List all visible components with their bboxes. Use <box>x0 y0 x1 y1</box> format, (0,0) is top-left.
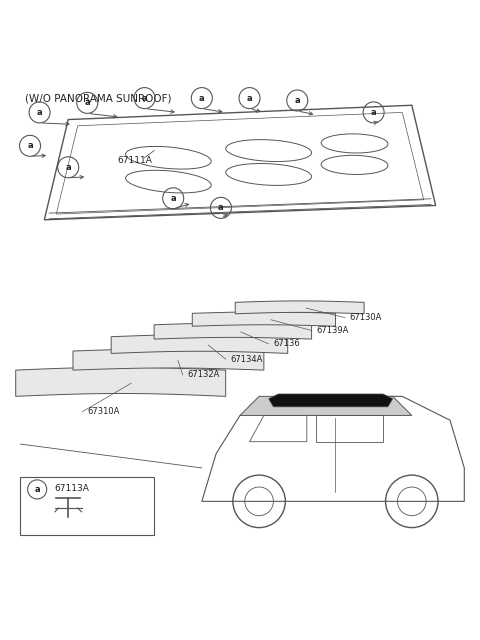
Polygon shape <box>192 312 336 326</box>
Text: a: a <box>294 96 300 105</box>
Text: 67310A: 67310A <box>87 407 120 416</box>
Text: 67113A: 67113A <box>54 484 89 493</box>
Polygon shape <box>111 335 288 353</box>
Polygon shape <box>269 394 393 407</box>
Text: 67130A: 67130A <box>350 313 382 322</box>
Text: a: a <box>37 108 42 117</box>
Text: a: a <box>218 204 224 212</box>
Text: a: a <box>65 163 71 172</box>
Text: 67134A: 67134A <box>230 355 263 364</box>
Polygon shape <box>73 349 264 370</box>
Text: a: a <box>142 93 147 102</box>
Text: (W/O PANORAMA SUNROOF): (W/O PANORAMA SUNROOF) <box>25 93 172 103</box>
Text: 67136: 67136 <box>274 339 300 348</box>
Text: a: a <box>199 93 204 102</box>
Polygon shape <box>235 301 364 314</box>
Text: a: a <box>35 485 40 494</box>
Text: a: a <box>27 141 33 150</box>
Text: a: a <box>371 108 376 117</box>
Polygon shape <box>240 396 412 415</box>
Polygon shape <box>16 367 226 396</box>
Text: 67132A: 67132A <box>188 371 220 380</box>
Text: a: a <box>247 93 252 102</box>
Text: 67139A: 67139A <box>316 326 349 335</box>
Text: a: a <box>170 194 176 203</box>
Text: a: a <box>84 99 90 108</box>
Text: 67111A: 67111A <box>118 156 153 164</box>
Polygon shape <box>154 323 312 339</box>
